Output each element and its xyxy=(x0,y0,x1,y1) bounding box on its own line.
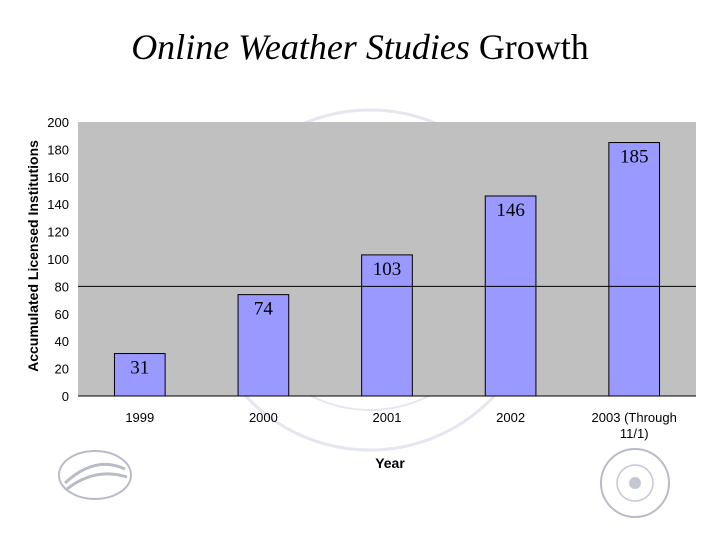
data-label: 74 xyxy=(254,299,274,320)
x-axis-title: Year xyxy=(375,455,405,471)
y-tick-label: 120 xyxy=(47,225,69,240)
title-rest: Growth xyxy=(478,27,589,67)
data-label: 146 xyxy=(496,200,525,221)
y-axis-title: Accumulated Licensed Institutions xyxy=(25,140,41,372)
foundation-seal xyxy=(600,448,670,518)
y-tick-label: 60 xyxy=(55,307,69,322)
y-tick-label: 80 xyxy=(55,279,69,294)
y-tick-label: 180 xyxy=(47,142,69,157)
title-italic: Online Weather Studies xyxy=(131,27,470,67)
x-tick-label: 2002 xyxy=(496,410,525,425)
x-tick-label: 1999 xyxy=(125,410,154,425)
y-tick-label: 160 xyxy=(47,170,69,185)
y-tick-label: 200 xyxy=(47,115,69,130)
x-tick-label: 2003 (Through 11/1) xyxy=(592,410,677,441)
slide-title: Online Weather Studies Growth xyxy=(0,26,720,68)
y-tick-label: 40 xyxy=(55,334,69,349)
data-label: 31 xyxy=(130,358,149,379)
data-label: 185 xyxy=(620,147,649,168)
bar-2002 xyxy=(484,195,537,397)
y-tick-label: 100 xyxy=(47,252,69,267)
partner-logo-left xyxy=(58,450,132,500)
bar-1999 xyxy=(113,353,166,397)
x-tick-label: 2001 xyxy=(373,410,402,425)
y-tick-label: 140 xyxy=(47,197,69,212)
x-tick-label: 2000 xyxy=(249,410,278,425)
bar-2003 xyxy=(608,142,661,397)
y-tick-label: 20 xyxy=(55,362,69,377)
data-label: 103 xyxy=(373,259,402,280)
y-tick-label: 0 xyxy=(62,389,69,404)
